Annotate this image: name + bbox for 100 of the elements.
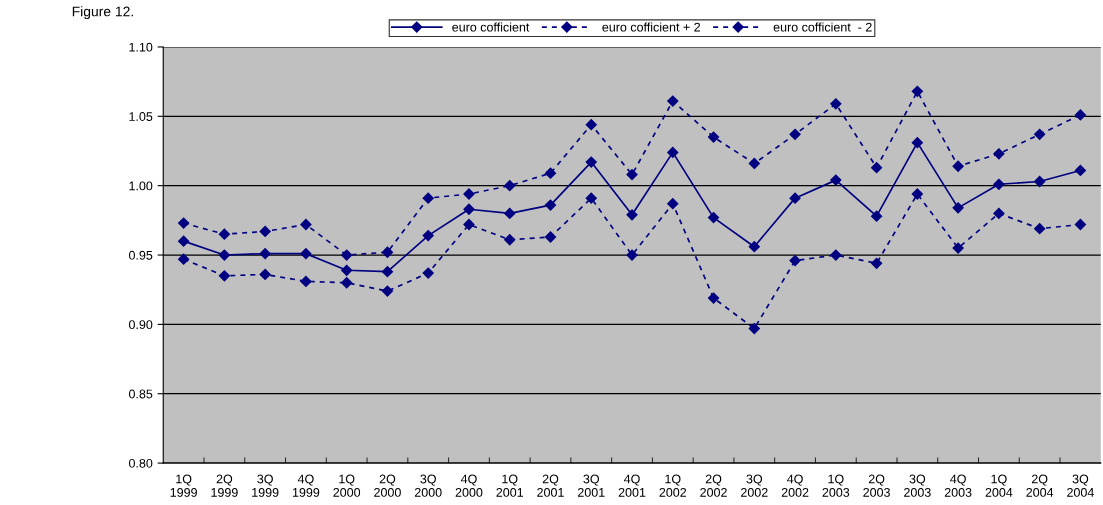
x-tick-label: 4Q 2001 xyxy=(618,474,646,497)
x-tick-label: 2Q 2002 xyxy=(700,474,727,497)
x-tick-label: 3Q 1999 xyxy=(252,474,279,497)
point xyxy=(667,198,679,210)
point xyxy=(707,211,720,224)
point xyxy=(218,249,230,261)
legend-label: euro cofficient + 2 xyxy=(602,22,701,32)
point xyxy=(993,178,1005,190)
point xyxy=(1034,223,1046,235)
point xyxy=(259,225,271,238)
x-tick-label: 1Q 2002 xyxy=(659,474,687,497)
y-tick-label: 0.90 xyxy=(128,320,153,330)
point xyxy=(259,248,271,260)
point xyxy=(381,266,394,278)
y-tick-label: 0.85 xyxy=(128,389,153,399)
x-tick-label: 3Q 2002 xyxy=(741,474,768,497)
point xyxy=(789,254,801,267)
x-tick-label: 2Q 2000 xyxy=(374,474,401,497)
point xyxy=(463,203,475,215)
point xyxy=(667,146,679,158)
x-tick-label: 2Q 2004 xyxy=(1026,474,1054,497)
point xyxy=(300,275,312,287)
point xyxy=(748,157,760,170)
point xyxy=(422,230,434,242)
point xyxy=(1074,164,1087,177)
point xyxy=(544,167,557,179)
point xyxy=(707,131,720,143)
point xyxy=(300,248,312,260)
y-tick-label: 1.05 xyxy=(129,112,153,121)
point xyxy=(1034,175,1046,188)
point xyxy=(993,148,1005,160)
y-tick-label: 1.00 xyxy=(129,181,153,191)
point xyxy=(952,202,964,214)
point xyxy=(178,217,190,229)
point xyxy=(626,168,638,181)
point xyxy=(707,292,720,304)
point xyxy=(504,207,516,220)
x-tick-label: 2Q 2001 xyxy=(537,474,564,497)
point xyxy=(422,192,434,204)
x-tick-label: 2Q 2003 xyxy=(863,474,890,497)
x-tick-label: 1Q 2000 xyxy=(333,474,361,497)
point xyxy=(1034,128,1046,140)
point xyxy=(218,228,230,240)
point xyxy=(259,268,271,281)
point xyxy=(585,192,597,204)
point xyxy=(504,180,516,192)
point xyxy=(422,267,434,279)
point xyxy=(748,322,760,335)
point xyxy=(381,285,394,297)
x-tick-label: 1Q 1999 xyxy=(170,474,197,497)
x-tick-label: 3Q 2001 xyxy=(577,474,605,497)
point xyxy=(911,188,923,200)
x-tick-label: 3Q 2004 xyxy=(1067,474,1094,497)
point xyxy=(830,98,842,110)
point xyxy=(1074,109,1087,121)
x-tick-label: 2Q 1999 xyxy=(211,474,238,497)
chart-title: Figure 12. xyxy=(72,6,133,20)
legend-label: euro cofficient - 2 xyxy=(773,22,872,32)
point xyxy=(626,209,638,221)
legend-label: euro cofficient xyxy=(452,22,530,32)
point xyxy=(870,210,883,222)
point xyxy=(789,192,801,204)
point xyxy=(667,95,679,107)
point xyxy=(952,242,964,254)
x-tick-label: 4Q 2000 xyxy=(455,474,483,497)
point xyxy=(830,249,842,261)
point xyxy=(748,241,760,253)
y-tick-label: 1.10 xyxy=(129,42,153,52)
x-tick-label: 1Q 2003 xyxy=(822,474,850,497)
point xyxy=(585,156,597,168)
point xyxy=(870,162,883,174)
point xyxy=(218,270,230,282)
x-tick-label: 3Q 2000 xyxy=(414,474,442,497)
point xyxy=(341,249,353,261)
y-tick-label: 0.80 xyxy=(128,458,153,468)
point xyxy=(911,85,923,97)
point xyxy=(544,199,557,211)
point xyxy=(870,257,883,269)
point xyxy=(178,253,190,265)
point xyxy=(585,119,597,131)
point xyxy=(381,246,394,258)
x-tick-label: 1Q 2001 xyxy=(496,474,524,497)
point xyxy=(300,218,312,231)
x-tick-label: 1Q 2004 xyxy=(985,474,1013,497)
point xyxy=(178,235,190,247)
x-tick-label: 4Q 1999 xyxy=(292,474,320,497)
point xyxy=(544,231,557,243)
point xyxy=(830,174,842,186)
point xyxy=(789,128,801,140)
x-tick-label: 4Q 2003 xyxy=(944,474,972,497)
x-tick-label: 3Q 2003 xyxy=(904,474,931,497)
point xyxy=(341,277,353,289)
point xyxy=(504,234,516,246)
point xyxy=(993,207,1005,220)
point xyxy=(911,137,923,149)
point xyxy=(1074,218,1087,231)
point xyxy=(341,264,353,276)
point xyxy=(463,218,475,231)
point xyxy=(952,160,964,172)
x-tick-label: 4Q 2002 xyxy=(781,474,809,497)
